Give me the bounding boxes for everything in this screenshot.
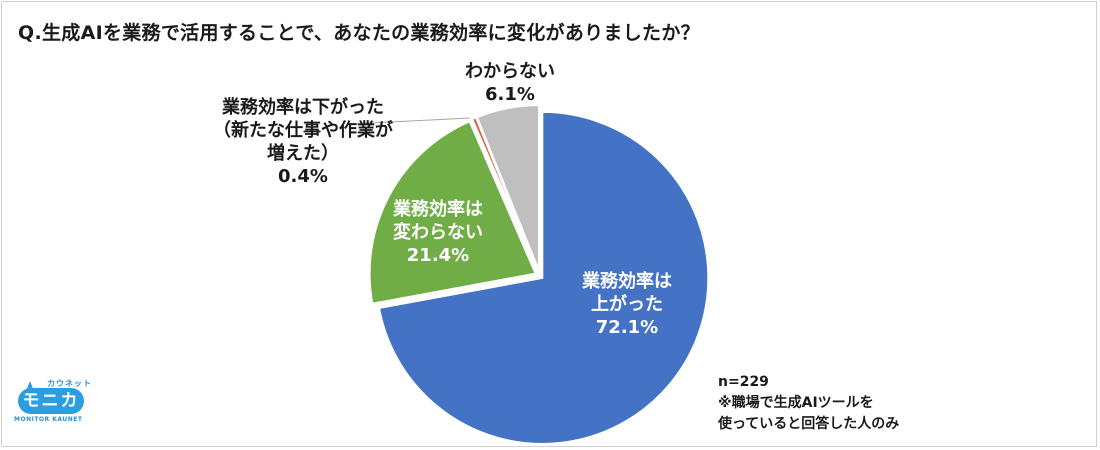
label-down-pct: 0.4%: [278, 166, 328, 187]
label-down-line1: 業務効率は下がった: [222, 97, 384, 118]
label-up-pct: 72.1%: [595, 317, 659, 338]
logo-bubble-tip: [26, 381, 34, 391]
label-unknown-pct: 6.1%: [485, 84, 535, 105]
label-same-line2: 変わらない: [393, 222, 483, 243]
label-up: 業務効率は 上がった 72.1%: [552, 270, 702, 339]
label-unknown-line1: わからない: [465, 61, 555, 82]
note-line2: 使っていると回答した人のみ: [718, 416, 900, 432]
logo-main: モニカ: [18, 388, 84, 414]
label-unknown: わからない 6.1%: [440, 60, 580, 106]
leader-line: [351, 117, 471, 125]
sample-size: n=229: [718, 374, 769, 390]
pie-slice: [475, 104, 541, 272]
label-down-line2: （新たな仕事や作業が: [213, 120, 393, 141]
label-up-line1: 業務効率は: [582, 271, 672, 292]
logo-kana: カウネット: [47, 379, 92, 388]
label-up-line2: 上がった: [591, 294, 663, 315]
pie-slice: [377, 110, 710, 445]
label-down: 業務効率は下がった （新たな仕事や作業が 増えた） 0.4%: [188, 96, 418, 188]
pie-slice: [470, 116, 539, 272]
sample-note: n=229 ※職場で生成AIツールを 使っていると回答した人のみ: [718, 372, 899, 435]
logo-sub: MONITOR KAUNET: [14, 416, 83, 423]
note-line1: ※職場で生成AIツールを: [718, 395, 874, 411]
label-same-pct: 21.4%: [406, 245, 470, 266]
label-same-line1: 業務効率は: [393, 199, 483, 220]
label-same: 業務効率は 変わらない 21.4%: [378, 198, 498, 267]
pie-slice: [368, 119, 538, 305]
label-down-line3: 増えた）: [267, 143, 339, 164]
monica-logo: カウネット モニカ MONITOR KAUNET: [14, 378, 94, 428]
chart-title: Q.生成AIを業務で活用することで、あなたの業務効率に変化がありましたか？: [18, 22, 700, 44]
